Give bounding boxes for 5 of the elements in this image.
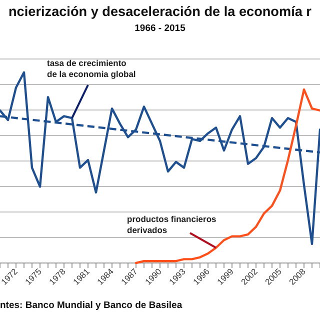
text: ntes: Banco Mundial y Banco de Basilea: [0, 300, 183, 311]
chart-title: ncierización y desaceleración de la economía r: [8, 4, 312, 19]
annotation: productos financieros derivados: [127, 214, 217, 235]
annotation: tasa de crecimiento de la economia global: [47, 58, 136, 79]
chart-subtitle: 1966 - 2015: [134, 23, 186, 34]
